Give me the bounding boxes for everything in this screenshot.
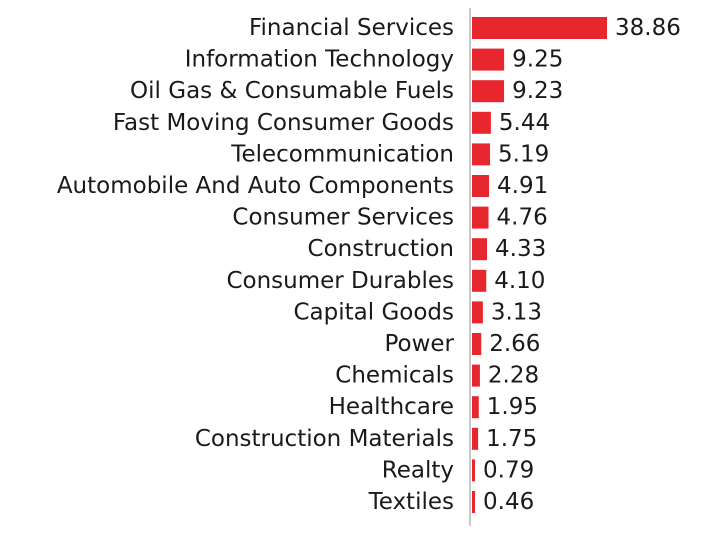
bar: [472, 427, 479, 450]
bar: [472, 206, 489, 229]
bar: [472, 396, 479, 419]
bar: [472, 80, 505, 103]
value-label: 0.79: [483, 457, 534, 483]
bar: [472, 491, 475, 513]
category-label: Financial Services: [249, 15, 454, 41]
value-label: 4.10: [494, 268, 545, 294]
value-label: 3.13: [491, 299, 542, 325]
category-label: Healthcare: [329, 394, 454, 420]
value-label: 2.28: [488, 363, 539, 389]
category-label: Oil Gas & Consumable Fuels: [130, 78, 454, 104]
bar: [472, 459, 475, 482]
category-label: Power: [384, 331, 454, 357]
value-label: 38.86: [615, 15, 681, 41]
value-label: 0.46: [483, 489, 534, 515]
bar: [472, 175, 490, 197]
category-label: Textiles: [368, 489, 454, 515]
bar-marks: Financial Services 38.86 Information Techn…: [57, 15, 681, 515]
value-label: 5.19: [498, 141, 549, 167]
category-label: Construction Materials: [195, 426, 454, 452]
bar: [472, 48, 505, 71]
value-label: 4.33: [495, 236, 546, 262]
category-label: Telecommunication: [230, 141, 454, 167]
value-label: 1.75: [486, 426, 537, 452]
bar: [472, 238, 488, 261]
category-label: Consumer Services: [232, 205, 454, 231]
value-label: 2.66: [489, 331, 540, 357]
bar: [472, 269, 487, 292]
category-label: Information Technology: [185, 47, 454, 73]
category-label: Automobile And Auto Components: [57, 173, 454, 199]
bar: [472, 111, 491, 134]
category-label: Chemicals: [335, 363, 454, 389]
value-label: 4.91: [497, 173, 548, 199]
value-label: 9.23: [512, 78, 563, 104]
bar: [472, 333, 482, 355]
value-label: 9.25: [512, 47, 563, 73]
bar: [472, 143, 491, 166]
category-label: Consumer Durables: [226, 268, 454, 294]
bar: [472, 17, 607, 39]
bar: [472, 364, 480, 387]
bar: [472, 301, 483, 324]
category-label: Capital Goods: [293, 299, 454, 325]
category-label: Realty: [382, 457, 454, 483]
value-label: 1.95: [487, 394, 538, 420]
value-label: 4.76: [497, 205, 548, 231]
category-label: Construction: [308, 236, 454, 262]
category-label: Fast Moving Consumer Goods: [113, 110, 454, 136]
value-label: 5.44: [499, 110, 550, 136]
